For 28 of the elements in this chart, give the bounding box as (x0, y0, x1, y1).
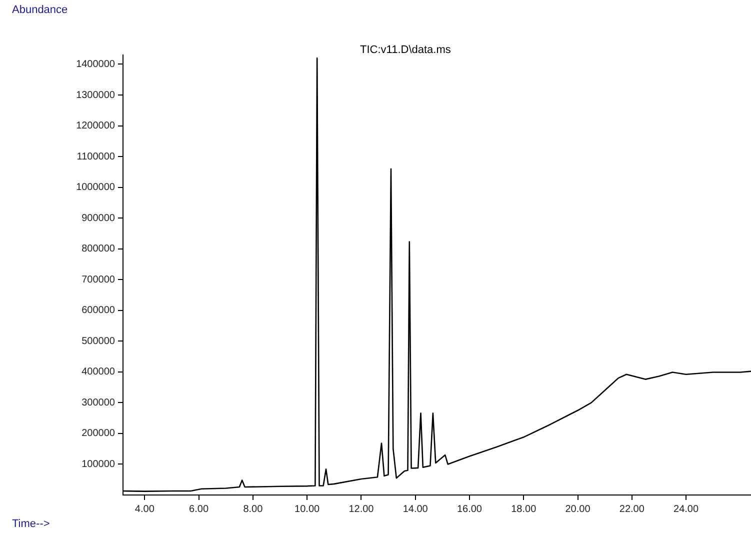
y-tick-label: 600000 (82, 305, 116, 316)
x-tick-label: 12.00 (348, 504, 374, 515)
y-tick-label: 500000 (82, 336, 116, 347)
y-tick-label: 200000 (82, 428, 116, 440)
y-tick-label: 900000 (82, 212, 116, 224)
y-tick-label: 400000 (82, 366, 116, 378)
y-axis-title: Abundance (12, 4, 68, 16)
y-tick-label: 1100000 (76, 151, 116, 162)
y-tick-label: 1200000 (76, 120, 116, 132)
x-tick-label: 14.00 (402, 504, 428, 515)
y-tick-label: 1300000 (76, 90, 116, 101)
y-tick-label: 1000000 (76, 182, 116, 194)
x-tick-label: 16.00 (456, 504, 482, 515)
x-tick-label: 8.00 (243, 504, 264, 515)
y-tick-label: 1400000 (76, 58, 116, 70)
x-tick-label: 20.00 (565, 504, 591, 515)
y-tick-label: 700000 (82, 274, 116, 286)
x-tick-label: 10.00 (294, 504, 320, 515)
x-tick-label: 18.00 (511, 504, 537, 515)
y-tick-label: 100000 (82, 458, 116, 470)
x-axis-title: Time--> (12, 518, 50, 530)
y-tick-label: 300000 (82, 397, 116, 408)
x-tick-label: 4.00 (134, 504, 155, 515)
y-tick-label: 800000 (82, 244, 116, 255)
chart-title: TIC:v11.D\data.ms (360, 44, 451, 56)
x-tick-label: 6.00 (189, 504, 209, 515)
x-tick-label: 24.00 (674, 504, 699, 515)
x-tick-label: 22.00 (619, 504, 645, 515)
